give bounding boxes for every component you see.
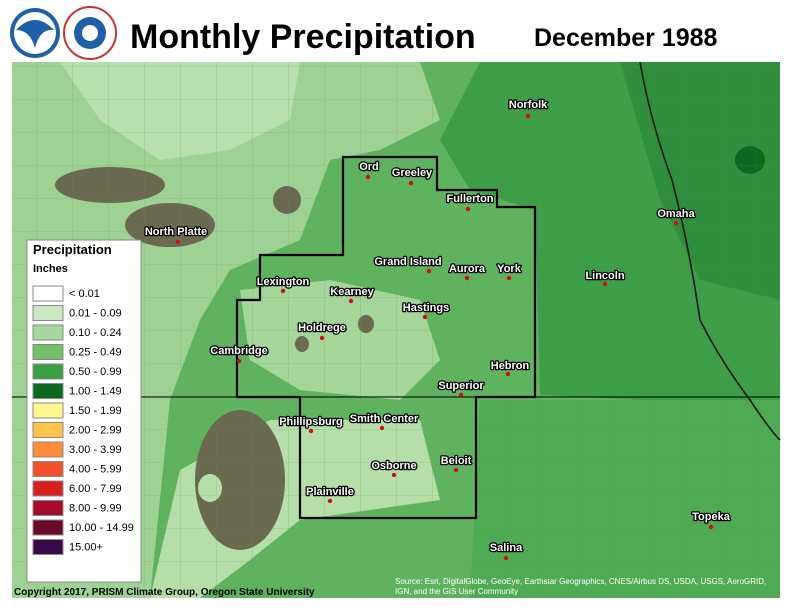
city-dot xyxy=(673,220,679,226)
legend-swatch xyxy=(32,539,64,555)
map xyxy=(12,61,781,598)
city-dot xyxy=(505,371,511,377)
legend-label: 1.50 - 1.99 xyxy=(69,405,122,417)
legend-label: 2.00 - 2.99 xyxy=(69,424,122,436)
city-dot xyxy=(458,392,464,398)
legend-swatch xyxy=(32,383,64,399)
city-label: Cambridge xyxy=(210,345,267,357)
legend-label: 3.00 - 3.99 xyxy=(69,444,122,456)
legend-title: Precipitation xyxy=(33,242,112,257)
city-dot xyxy=(708,524,714,530)
source-line: Source: Esri, DigitalGlobe, GeoEye, Eart… xyxy=(395,577,766,586)
city-label: Salina xyxy=(490,542,523,554)
legend-label: 0.25 - 0.49 xyxy=(69,346,122,358)
legend-label: 0.10 - 0.24 xyxy=(69,327,122,339)
legend-swatch xyxy=(32,305,64,321)
legend-label: < 0.01 xyxy=(69,288,100,300)
city-label: Hastings xyxy=(403,302,449,314)
city-label: North Platte xyxy=(145,226,207,238)
city-label: Ord xyxy=(359,161,379,173)
legend: Precipitation Inches < 0.01 0.01 - 0.09 0.… xyxy=(26,239,142,583)
noaa-logo xyxy=(10,8,60,58)
legend-swatch xyxy=(32,461,64,477)
city-dot xyxy=(503,555,509,561)
city-label: Aurora xyxy=(449,263,486,275)
city-label: Omaha xyxy=(657,208,695,220)
city-label: Fullerton xyxy=(446,193,493,205)
city-label: Kearney xyxy=(330,286,374,298)
city-dot xyxy=(464,275,470,281)
city-dot xyxy=(280,288,286,294)
legend-swatch xyxy=(32,285,64,302)
city-labels: Norfolk Ord Greeley Fullerton North Platte Om… xyxy=(144,98,732,561)
legend-swatch xyxy=(32,422,64,438)
legend-swatch xyxy=(32,363,64,380)
legend-swatch xyxy=(32,344,64,360)
city-dot xyxy=(348,298,354,304)
city-label: Beloit xyxy=(441,455,472,467)
legend-swatch xyxy=(32,441,64,458)
city-label: Grand Island xyxy=(374,256,441,268)
city-label: Phillipsburg xyxy=(279,416,343,428)
city-label: Greeley xyxy=(392,167,433,179)
nws-logo xyxy=(63,6,117,60)
city-dot xyxy=(379,425,385,431)
city-dot xyxy=(426,268,432,274)
legend-label: 6.00 - 7.99 xyxy=(69,483,122,495)
source-line: IGN, and the GIS User Community xyxy=(395,587,518,596)
city-label: Hebron xyxy=(491,360,530,372)
legend-label: 0.01 - 0.09 xyxy=(69,307,122,319)
legend-label: 10.00 - 14.99 xyxy=(69,522,134,534)
legend-label: 8.00 - 9.99 xyxy=(69,502,122,514)
legend-units: Inches xyxy=(33,263,68,275)
city-dot xyxy=(391,472,397,478)
legend-swatch xyxy=(32,402,64,419)
city-dot xyxy=(365,174,371,180)
city-dot xyxy=(408,180,414,186)
city-dot xyxy=(236,358,242,364)
city-label: York xyxy=(497,263,522,275)
legend-label: 4.00 - 5.99 xyxy=(69,463,122,475)
city-label: Lincoln xyxy=(585,270,624,282)
city-label: Lexington xyxy=(257,276,310,288)
date: December 1988 xyxy=(534,24,718,52)
city-dot xyxy=(602,281,608,287)
legend-swatch xyxy=(32,480,64,497)
city-dot xyxy=(465,206,471,212)
legend-label: 1.00 - 1.49 xyxy=(69,385,122,397)
copyright: Copyright 2017, PRISM Climate Group, Ore… xyxy=(14,587,315,598)
legend-label: 0.50 - 0.99 xyxy=(69,366,122,378)
city-dot xyxy=(422,314,428,320)
city-label: Norfolk xyxy=(509,99,548,111)
city-label: Smith Center xyxy=(350,413,419,425)
city-dot xyxy=(319,335,325,341)
city-dot xyxy=(506,275,512,281)
city-label: Plainville xyxy=(306,486,354,498)
city-dot xyxy=(327,498,333,504)
title: Monthly Precipitation xyxy=(130,18,476,56)
city-label: Superior xyxy=(438,380,484,392)
city-label: Topeka xyxy=(692,511,731,523)
header-bg xyxy=(0,0,792,62)
legend-swatch xyxy=(32,324,64,341)
city-label: Holdrege xyxy=(298,322,346,334)
legend-swatch xyxy=(32,500,64,516)
city-label: Osborne xyxy=(371,460,416,472)
city-dot xyxy=(308,428,314,434)
city-dot xyxy=(175,239,181,245)
city-dot xyxy=(453,467,459,473)
legend-swatch xyxy=(32,519,64,536)
legend-label: 15.00+ xyxy=(69,541,103,553)
city-dot xyxy=(525,113,531,119)
